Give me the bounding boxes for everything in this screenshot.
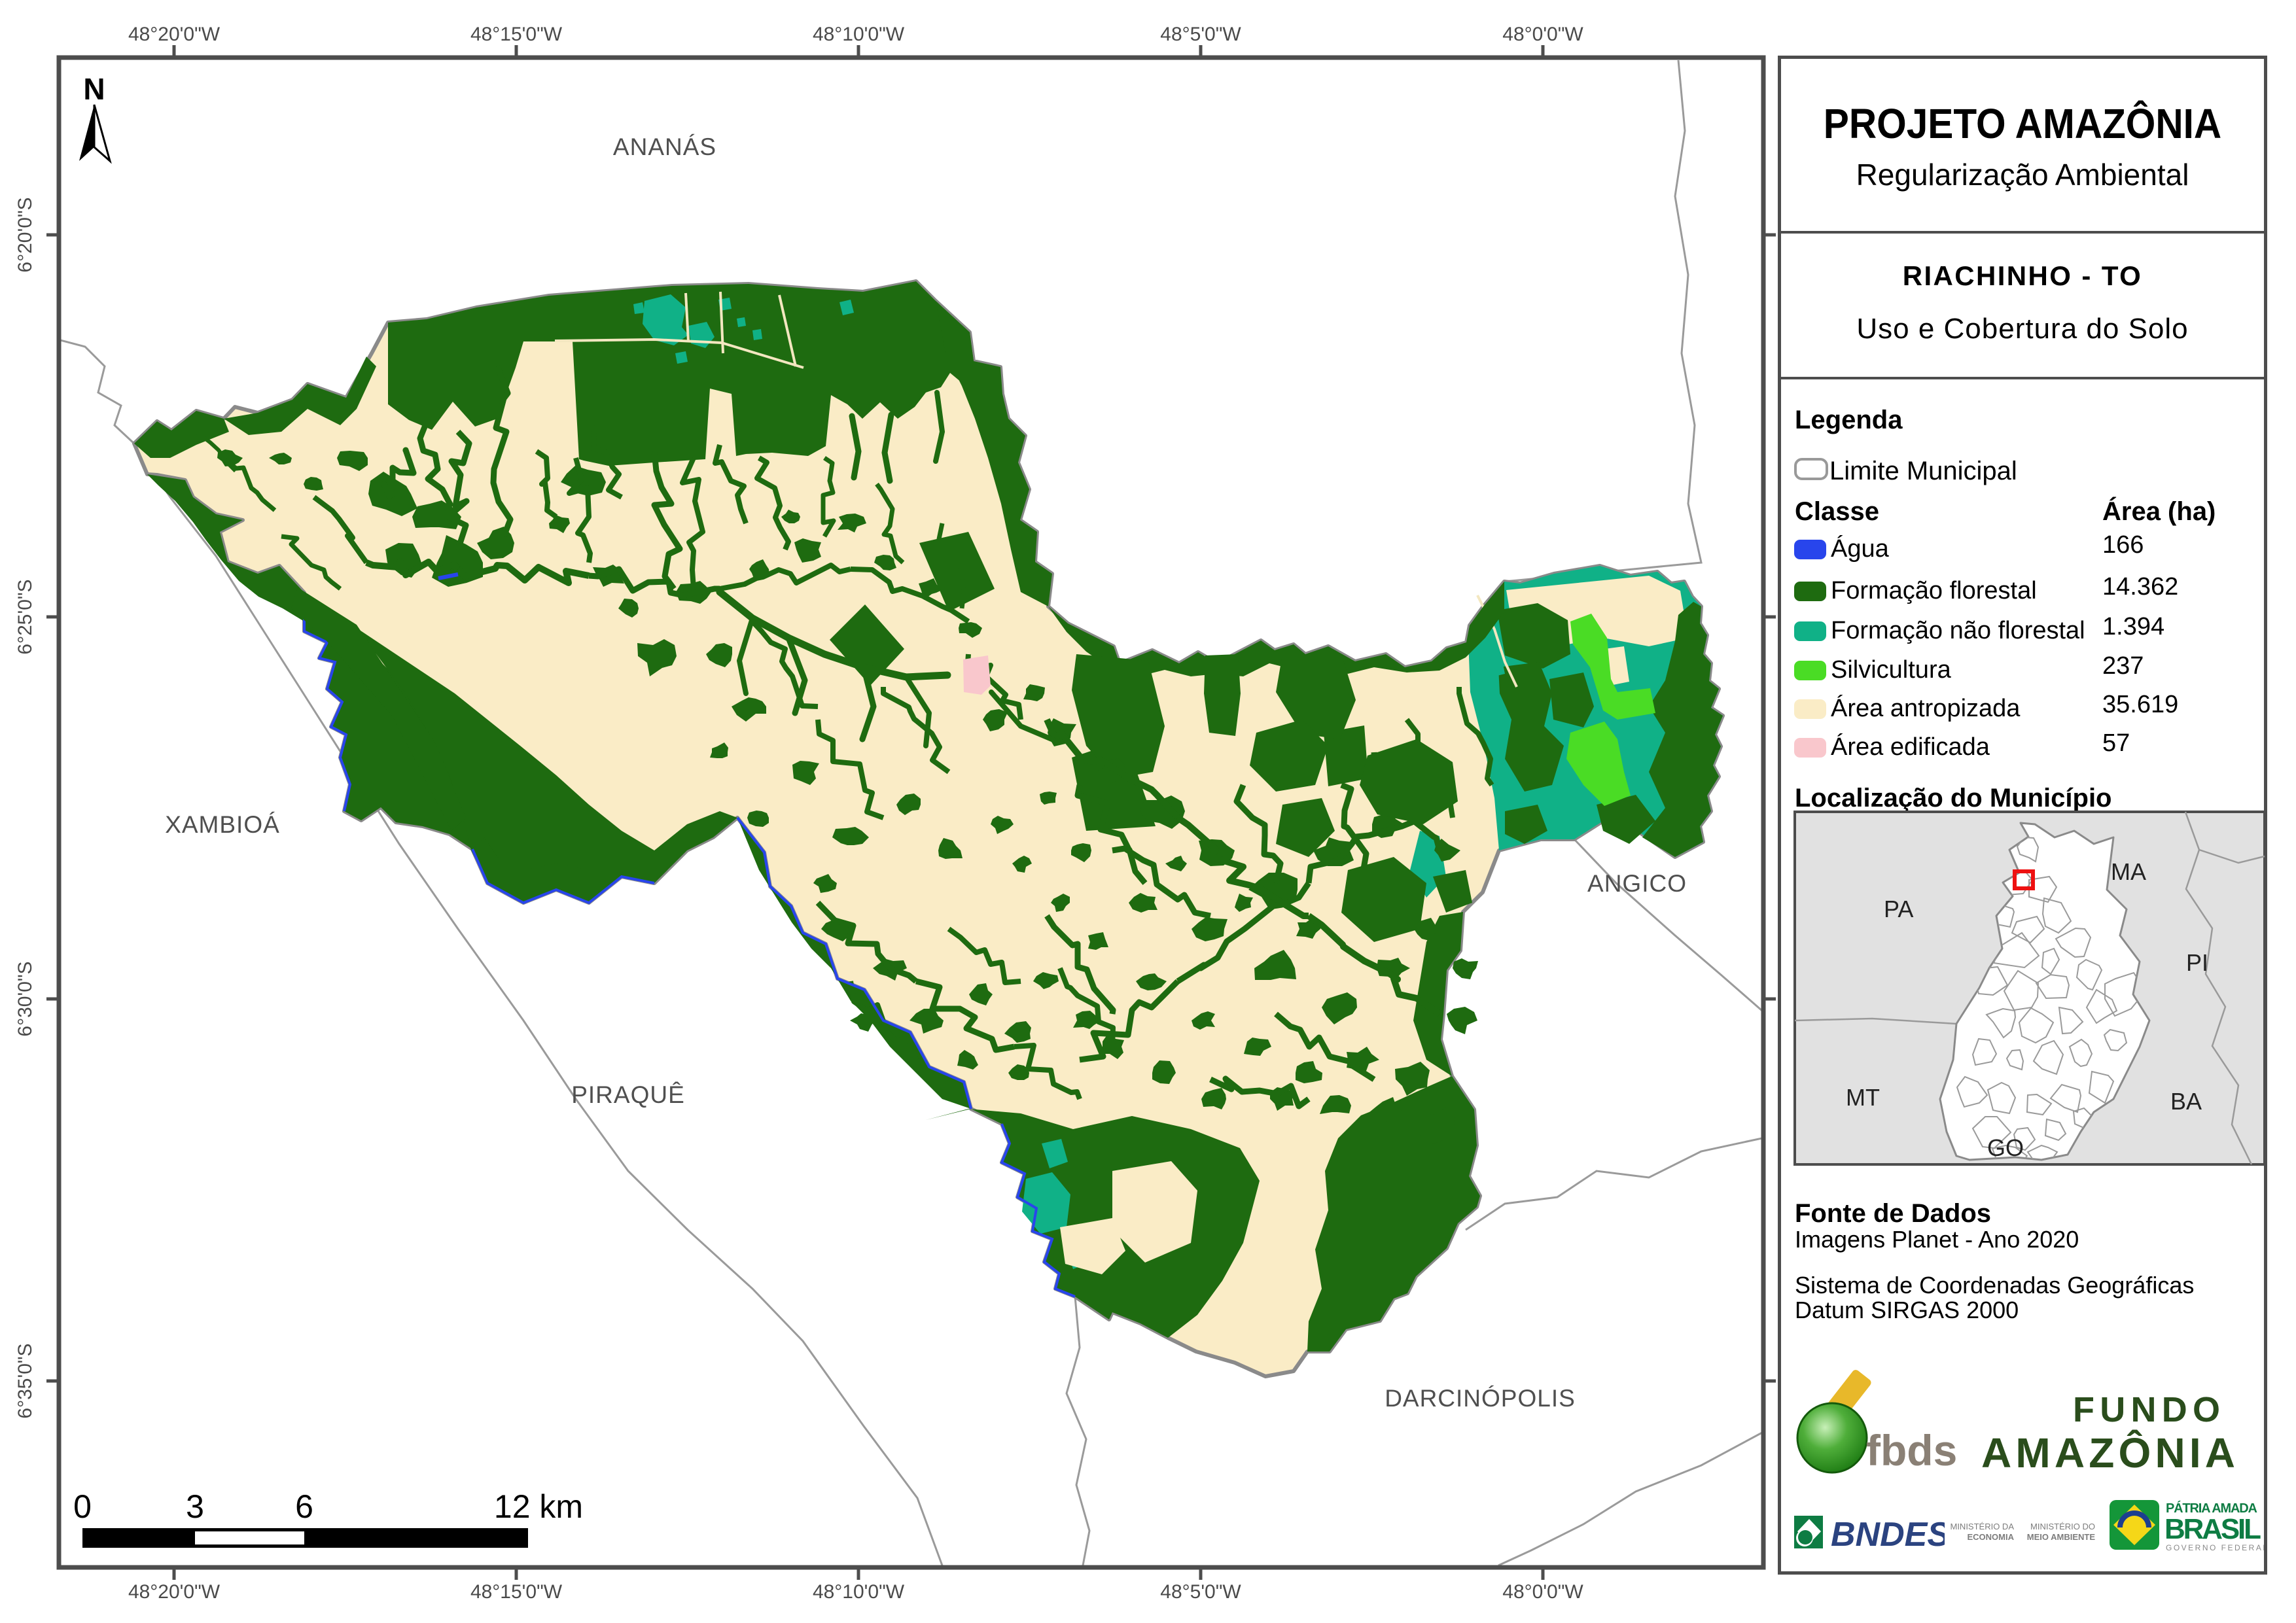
svg-text:6°35'0"S: 6°35'0"S: [14, 1343, 36, 1418]
svg-text:6°30'0"S: 6°30'0"S: [14, 961, 36, 1036]
svg-text:BA: BA: [2170, 1088, 2202, 1115]
svg-text:48°5'0"W: 48°5'0"W: [1160, 1581, 1241, 1603]
svg-text:PA: PA: [1884, 896, 1913, 922]
svg-text:6°25'0"S: 6°25'0"S: [14, 579, 36, 654]
svg-text:48°5'0"W: 48°5'0"W: [1160, 24, 1241, 45]
svg-text:48°15'0"W: 48°15'0"W: [470, 24, 563, 45]
svg-text:48°20'0"W: 48°20'0"W: [128, 1581, 221, 1603]
svg-text:48°20'0"W: 48°20'0"W: [128, 24, 221, 45]
svg-text:12 km: 12 km: [494, 1488, 583, 1525]
svg-text:48°10'0"W: 48°10'0"W: [813, 24, 905, 45]
svg-text:XAMBIOÁ: XAMBIOÁ: [165, 811, 280, 838]
svg-text:ANGICO: ANGICO: [1587, 870, 1687, 897]
svg-text:48°0'0"W: 48°0'0"W: [1502, 1581, 1583, 1603]
svg-text:48°10'0"W: 48°10'0"W: [813, 1581, 905, 1603]
svg-text:PÁTRIA AMADA: PÁTRIA AMADA: [2166, 1501, 2257, 1516]
svg-text:GOVERNO FEDERAL: GOVERNO FEDERAL: [2166, 1543, 2264, 1552]
svg-text:BNDES: BNDES: [1831, 1516, 1945, 1554]
svg-text:6: 6: [295, 1488, 313, 1525]
svg-text:48°0'0"W: 48°0'0"W: [1502, 24, 1583, 45]
svg-text:ANANÁS: ANANÁS: [613, 133, 716, 160]
svg-text:BRASIL: BRASIL: [2164, 1513, 2261, 1545]
svg-text:AMAZÔNIA: AMAZÔNIA: [1981, 1429, 2236, 1475]
svg-text:DARCINÓPOLIS: DARCINÓPOLIS: [1385, 1385, 1576, 1412]
svg-text:MA: MA: [2111, 858, 2146, 885]
svg-text:3: 3: [186, 1488, 204, 1525]
svg-text:FUNDO: FUNDO: [2073, 1390, 2225, 1429]
svg-text:0: 0: [73, 1488, 92, 1525]
svg-text:fbds: fbds: [1866, 1426, 1957, 1475]
svg-text:N: N: [83, 72, 105, 106]
svg-text:PIRAQUÊ: PIRAQUÊ: [571, 1081, 685, 1108]
svg-text:48°15'0"W: 48°15'0"W: [470, 1581, 563, 1603]
svg-text:6°20'0"S: 6°20'0"S: [14, 197, 36, 272]
svg-text:PI: PI: [2186, 949, 2208, 976]
svg-text:MT: MT: [1846, 1084, 1880, 1111]
svg-text:GO: GO: [1987, 1134, 2024, 1161]
